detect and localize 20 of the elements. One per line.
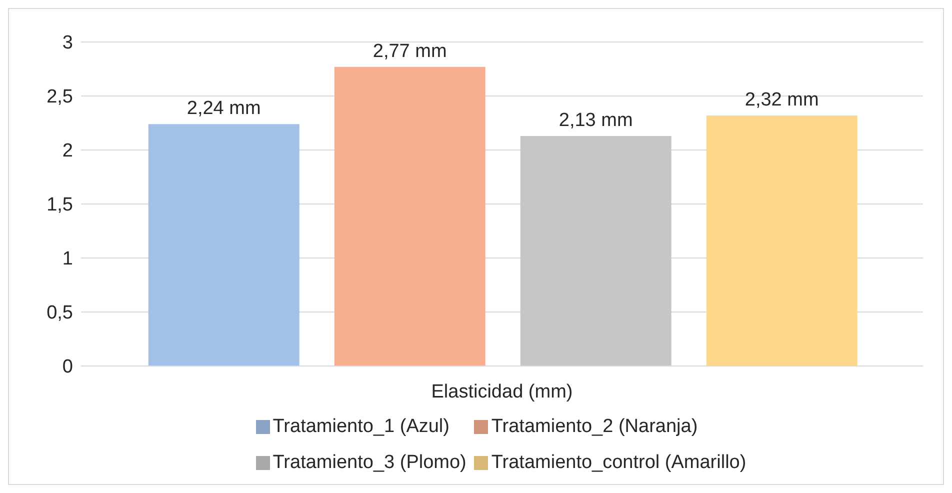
bar: [334, 66, 486, 366]
legend-label: Tratamiento_3 (Plomo): [272, 452, 466, 474]
x-tick-label: Elasticidad (mm): [431, 381, 573, 402]
y-tick-label: 0,5: [46, 302, 73, 324]
bar: [520, 136, 672, 366]
data-label: 2,24 mm: [186, 98, 261, 120]
bar: [706, 115, 858, 366]
y-tick-label: 1: [62, 248, 73, 270]
legend-label: Tratamiento_2 (Naranja): [491, 416, 698, 438]
legend-label: Tratamiento_1 (Azul): [272, 416, 450, 438]
legend-label: Tratamiento_control (Amarillo): [491, 452, 746, 474]
bar: [148, 124, 300, 366]
y-tick-label: 1,5: [46, 194, 73, 216]
y-tick-label: 0: [62, 356, 73, 378]
y-tick-label: 3: [62, 32, 73, 54]
data-label: 2,13 mm: [558, 110, 633, 131]
data-label: 2,77 mm: [372, 40, 447, 62]
y-tick-label: 2: [62, 140, 73, 162]
y-tick-label: 2,5: [46, 86, 73, 108]
data-label: 2,32 mm: [744, 89, 819, 110]
